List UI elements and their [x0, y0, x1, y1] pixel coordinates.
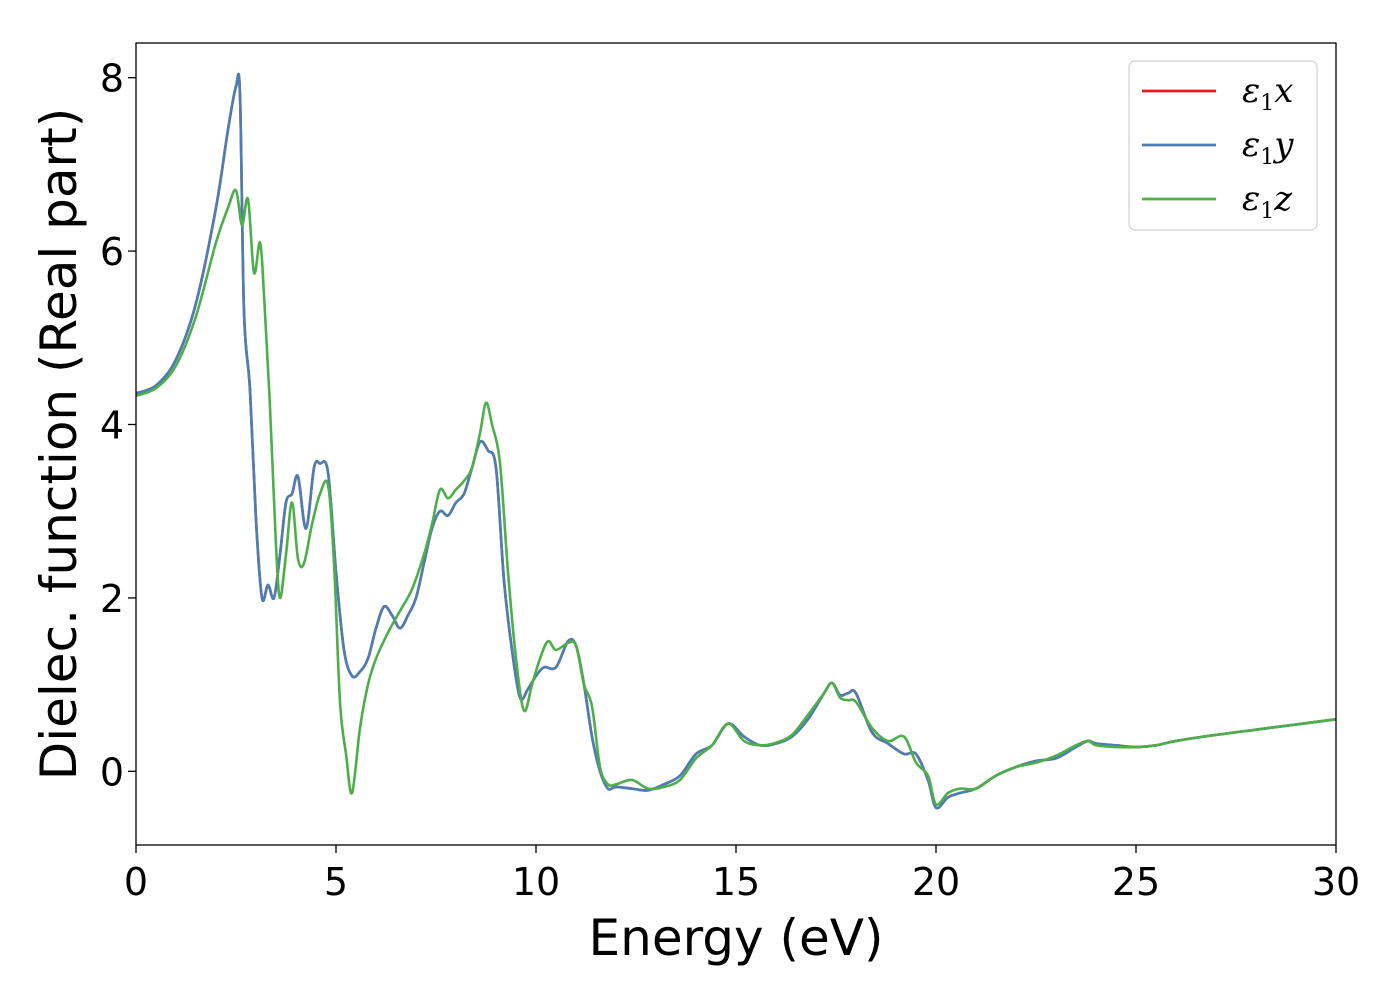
series-lines: [136, 72, 1336, 810]
y-tick-label: 6: [100, 230, 124, 274]
x-tick-label: 15: [712, 860, 760, 904]
x-axis-label: Energy (eV): [589, 909, 884, 967]
x-tick-label: 25: [1112, 860, 1160, 904]
y-axis-ticks: 0 2 4 6 8: [100, 57, 136, 794]
legend-entry-x: ε1x: [1242, 71, 1293, 116]
x-axis-ticks: 0 5 10 15 20 25 30: [124, 845, 1360, 904]
x-tick-label: 30: [1312, 860, 1360, 904]
y-axis-label: Dielec. function (Real part): [30, 108, 88, 780]
series-line-y: [136, 72, 1336, 810]
y-tick-label: 8: [100, 57, 124, 101]
x-tick-label: 20: [912, 860, 960, 904]
plot-area: [135, 42, 1337, 846]
y-tick-label: 2: [100, 577, 124, 621]
legend-entry-y: ε1y: [1242, 125, 1294, 170]
y-tick-label: 4: [100, 403, 124, 447]
x-tick-label: 10: [512, 860, 560, 904]
x-tick-label: 5: [324, 860, 348, 904]
series-line-z: [136, 188, 1336, 807]
x-tick-label: 0: [124, 860, 148, 904]
legend-entry-z: ε1z: [1242, 179, 1293, 224]
legend-box: [1128, 60, 1318, 231]
y-tick-label: 0: [100, 750, 124, 794]
legend: ε1x ε1y ε1z: [1128, 60, 1318, 231]
